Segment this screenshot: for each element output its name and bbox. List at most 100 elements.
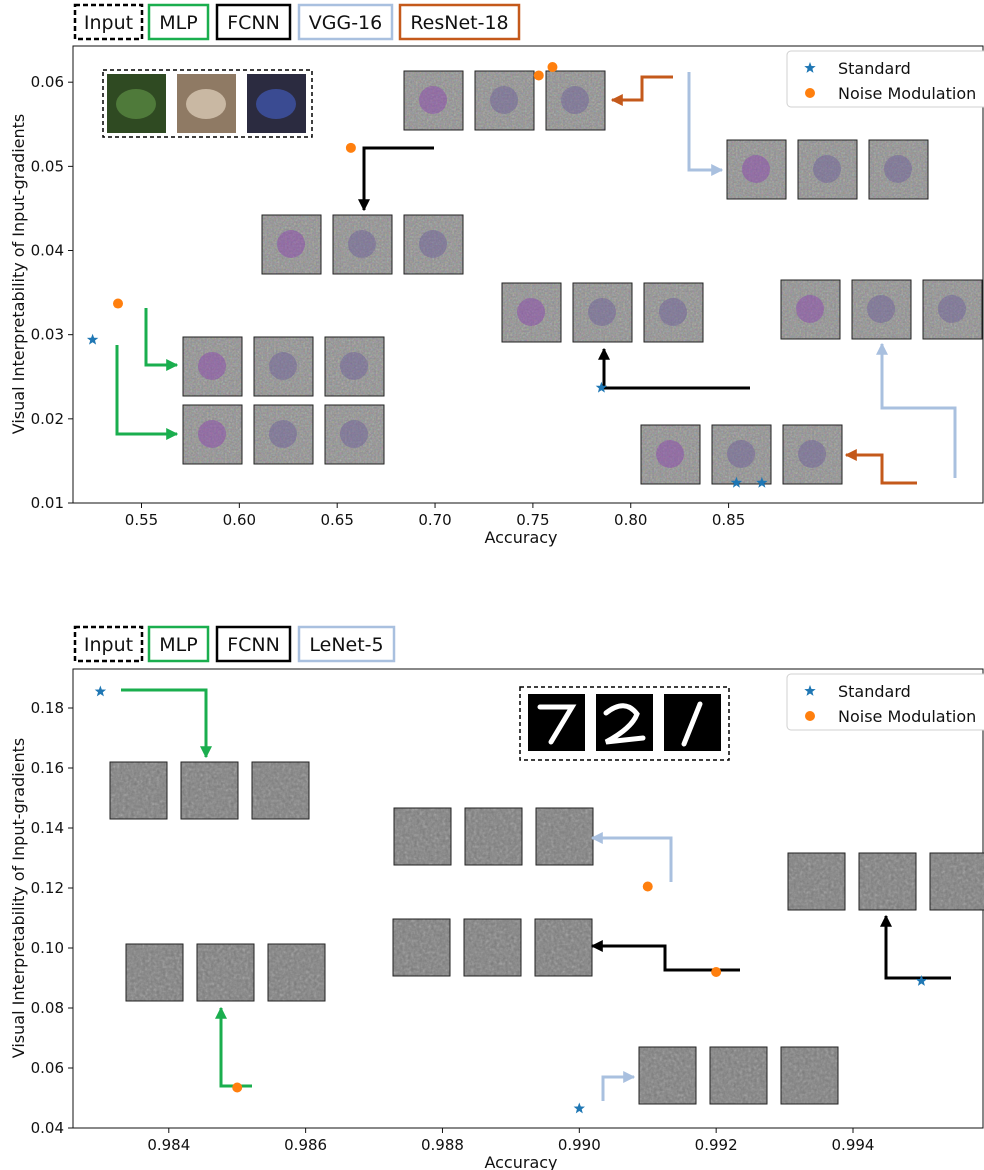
mlp-noise-gradients [267,943,326,1002]
thumb-blob [742,155,770,183]
thumb-blob [517,298,545,326]
thumb-texture [464,919,521,976]
x-tick-label: 0.85 [712,511,745,529]
arrow-fcnn [880,914,951,980]
thumb-texture [252,762,309,819]
thumb-texture [573,283,632,342]
x-axis-label: Accuracy [484,528,557,547]
y-tick-label: 0.14 [31,819,64,837]
thumb-border [638,1046,697,1105]
thumb-texture [727,140,786,199]
resnet-standard-gradients [782,424,843,485]
fcnn-noise-gradients [392,918,451,977]
digit-two-stroke [603,703,646,745]
thumb-border [464,807,523,866]
thumb-texture [710,1047,767,1104]
x-tick-label: 0.990 [558,1136,601,1154]
thumb-border [261,214,322,275]
thumb-border [545,70,606,131]
thumb-border [858,852,917,911]
legend-noise-dot [805,711,815,721]
y-tick-label: 0.01 [31,494,64,512]
thumb-border [868,139,929,200]
thumb-border [640,424,701,485]
thumb-border [125,943,184,1002]
y-tick-label: 0.05 [31,157,64,175]
model-legend-box-mlp [147,3,210,41]
thumb-border [929,852,984,911]
thumb-texture [325,337,384,396]
thumb-border [787,852,846,911]
y-tick-label: 0.04 [31,1119,64,1137]
thumb-texture [781,280,840,339]
thumb-texture [788,853,845,910]
model-legend-label-mlp: MLP [159,12,197,34]
thumb-border [463,918,522,977]
mlp-standard-gradients [180,761,239,820]
arrow-mlp [215,1006,252,1088]
fcnn-standard-gradients [787,852,846,911]
mlp-standard-gradients [109,761,168,820]
y-tick-label: 0.16 [31,759,64,777]
thumb-border [403,214,464,275]
thumb-texture [644,283,703,342]
x-tick-label: 0.986 [284,1136,327,1154]
arrow-mlp [144,308,179,371]
thumb-border [780,279,841,340]
thumb-border [392,918,451,977]
x-tick-label: 0.60 [223,511,256,529]
resnet-noise-gradients [474,70,535,131]
thumb-texture [268,944,325,1001]
model-legend-box-fcnn [215,3,292,41]
model-legend-label-mlp: MLP [159,634,197,656]
x-tick-label: 0.988 [421,1136,464,1154]
thumb-blob [340,420,368,448]
y-tick-label: 0.06 [31,73,64,91]
point-noise-mlp [113,298,124,309]
point-noise-fcnn [345,142,356,153]
arrow-fcnn [590,940,740,972]
thumb-blob [490,86,518,114]
thumb-texture [798,140,857,199]
thumb-texture [183,405,242,464]
thumb-texture [783,425,842,484]
arrow-resnet-18 [610,75,673,106]
fcnn-standard-gradients [643,282,704,343]
thumb-blob [938,295,966,323]
thumb-border [643,282,704,343]
y-axis-label: Visual Interpretability of Input-gradien… [9,114,28,434]
input-image-subject [186,89,226,119]
model-legend-box-vgg-16 [297,3,394,41]
point-noise-fcnn [711,967,722,977]
thumb-texture [639,1047,696,1104]
thumb-border [109,761,168,820]
plot-frame-1 [72,45,984,504]
thumb-blob [659,298,687,326]
arrow-resnet-18 [844,449,917,485]
thumb-texture [333,215,392,274]
marker-legend-box [786,673,984,731]
model-legend-label-input: Input [84,634,133,656]
legend-noise-label: Noise Modulation [838,707,976,726]
vgg-noise-gradients [868,139,929,200]
thumb-border [403,70,464,131]
lenet-standard-gradients [709,1046,768,1105]
lenet-standard-gradients [780,1046,839,1105]
mlp-noise-gradients [125,943,184,1002]
thumb-texture [465,808,522,865]
thumb-border [267,943,326,1002]
vgg-standard-gradients [851,279,912,340]
input-digit-1 [528,694,585,751]
y-tick-label: 0.02 [31,410,64,428]
model-legend-label-resnet-18: ResNet-18 [410,12,508,34]
thumb-texture [126,944,183,1001]
x-tick-label: 0.994 [832,1136,875,1154]
thumb-texture [404,215,463,274]
thumb-texture [475,71,534,130]
thumb-blob [884,155,912,183]
thumb-texture [536,808,593,865]
thumb-blob [340,352,368,380]
thumb-blob [198,352,226,380]
y-tick-label: 0.18 [31,699,64,717]
thumb-blob [419,230,447,258]
